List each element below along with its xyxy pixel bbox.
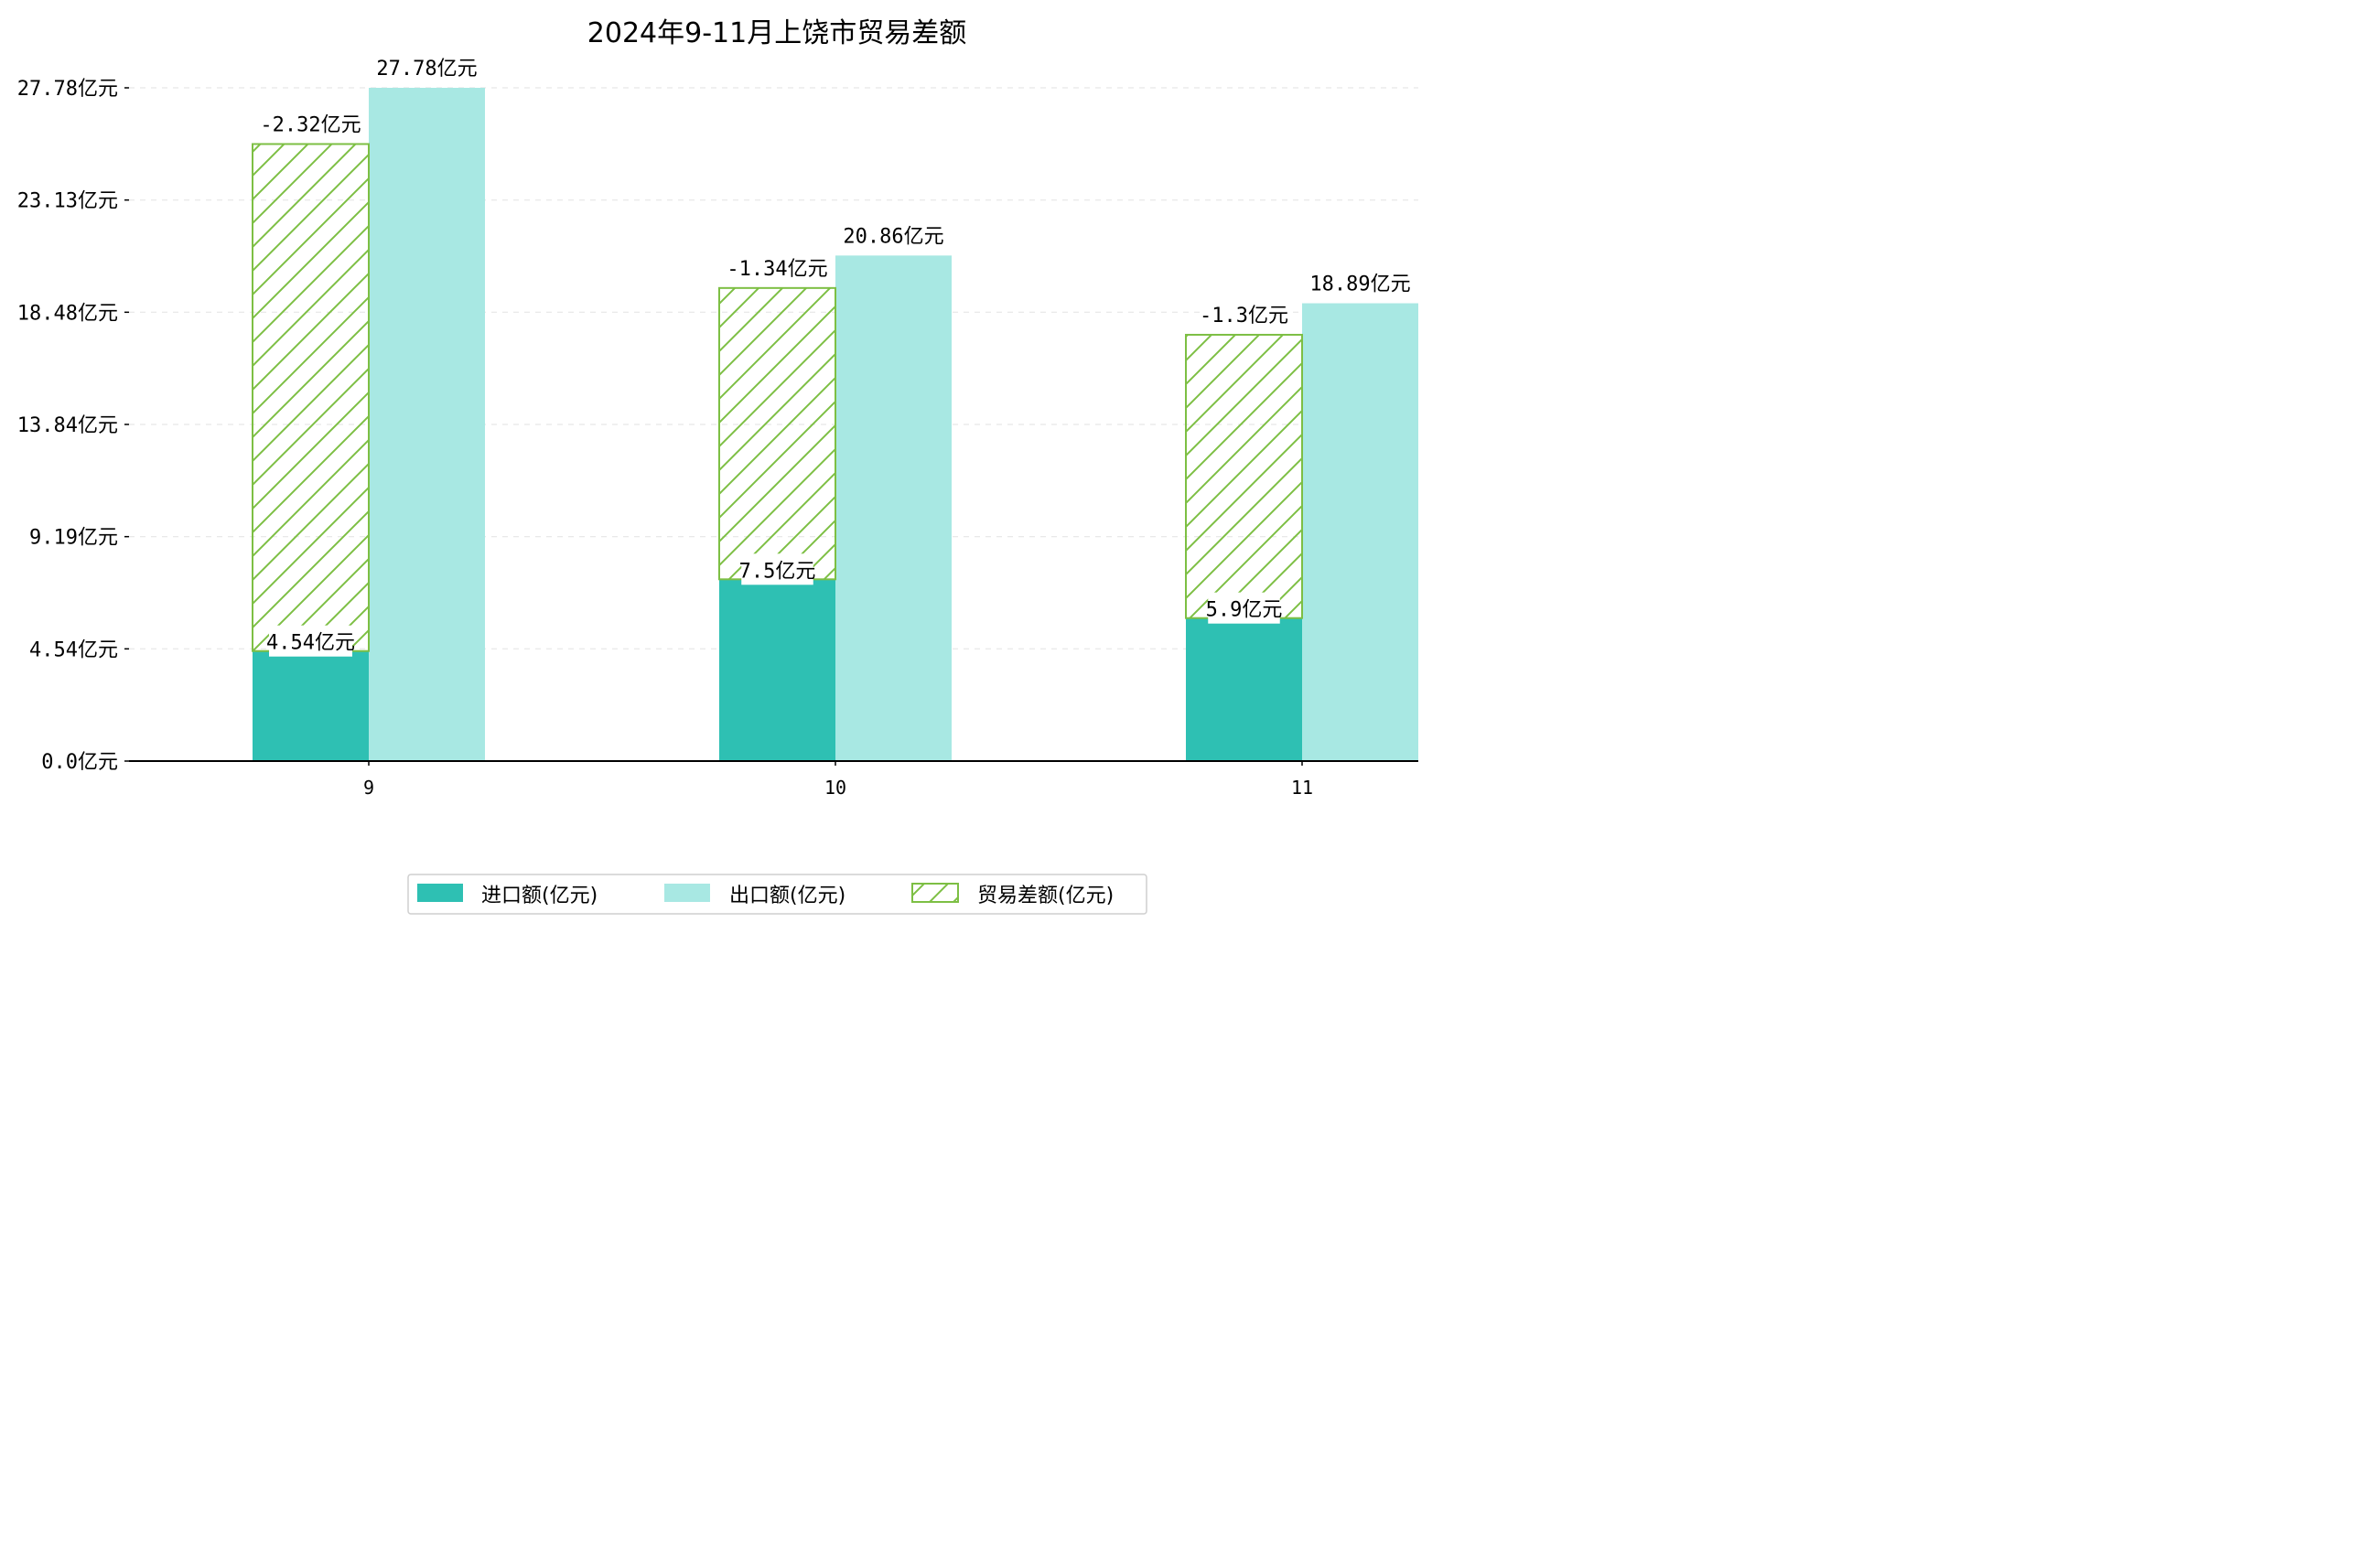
data-label-text: 20.86亿元 [843, 225, 943, 248]
data-label-text: -1.3亿元 [1200, 305, 1288, 327]
data-label-background [1312, 266, 1408, 298]
data-label-text: 18.89亿元 [1309, 274, 1410, 296]
data-label-background [729, 251, 825, 283]
axes: 0.0亿元 4.54亿元 9.19亿元 13.84亿元 18.48亿元 23.13亿元 27… [17, 78, 1418, 799]
data-label-background [1208, 592, 1280, 624]
y-tick-label: 13.84亿元 [17, 414, 118, 437]
balance-bar [252, 143, 370, 652]
legend-swatch-import [417, 884, 463, 902]
export-bar [1302, 303, 1418, 761]
data-label-text: -1.34亿元 [727, 258, 827, 281]
data-label-text: -2.32亿元 [260, 113, 361, 136]
y-tick-label: 23.13亿元 [17, 190, 118, 213]
data-label-text: 27.78亿元 [376, 58, 477, 80]
y-tick-label: 27.78亿元 [17, 78, 118, 101]
data-label-background [269, 625, 352, 657]
data-labels: 4.54亿元 27.78亿元 -2.32亿元 7.5亿元 20.86亿元 -1.34亿元 5… [260, 51, 1411, 657]
export-value-label: 27.78亿元 [376, 51, 478, 82]
import-value-label: 5.9亿元 [1206, 592, 1283, 624]
import-value-label: 4.54亿元 [266, 625, 355, 657]
x-tick-label: 11 [1291, 777, 1313, 799]
legend-swatch-export [664, 884, 710, 902]
data-label-background [741, 553, 813, 585]
legend-label-balance: 贸易差额(亿元) [977, 885, 1114, 907]
import-bar [1186, 617, 1302, 761]
x-tick-label: 9 [363, 777, 374, 799]
data-label-text: 5.9亿元 [1206, 599, 1283, 622]
balance-value-label: -1.34亿元 [727, 251, 828, 283]
y-tick-label: 0.0亿元 [41, 751, 118, 774]
balance-value-label: -2.32亿元 [260, 107, 361, 139]
data-label-text: 4.54亿元 [266, 632, 355, 655]
export-bar [835, 255, 952, 761]
export-bar [369, 88, 485, 761]
legend[interactable]: 进口额(亿元) 出口额(亿元) 贸易差额(亿元) [407, 874, 1147, 915]
data-label-background [379, 51, 475, 82]
export-value-label: 20.86亿元 [843, 219, 944, 251]
data-label-background [263, 107, 359, 139]
legend-swatch-balance [911, 883, 959, 903]
data-label-background [1202, 297, 1286, 329]
x-tick-label: 10 [824, 777, 846, 799]
legend-label-export: 出口额(亿元) [729, 885, 845, 907]
trade-balance-chart: 2024年9-11月上饶市贸易差额 0.0亿元 4.54亿元 9.19亿元 13.84… [17, 17, 1418, 915]
balance-bar [718, 286, 836, 581]
y-tick-label: 18.48亿元 [17, 302, 118, 325]
export-value-label: 18.89亿元 [1309, 266, 1411, 298]
chart-title: 2024年9-11月上饶市贸易差额 [587, 17, 966, 49]
legend-label-import: 进口额(亿元) [481, 885, 598, 907]
import-bar [253, 650, 369, 761]
bars [252, 88, 1418, 761]
data-label-text: 7.5亿元 [739, 560, 816, 583]
y-tick-label: 4.54亿元 [29, 638, 118, 661]
import-value-label: 7.5亿元 [739, 553, 816, 585]
y-tick-label: 9.19亿元 [29, 527, 118, 550]
balance-value-label: -1.3亿元 [1200, 297, 1288, 329]
data-label-background [845, 219, 942, 251]
import-bar [719, 579, 835, 761]
legend-frame [407, 874, 1147, 915]
balance-bar [1185, 333, 1303, 619]
